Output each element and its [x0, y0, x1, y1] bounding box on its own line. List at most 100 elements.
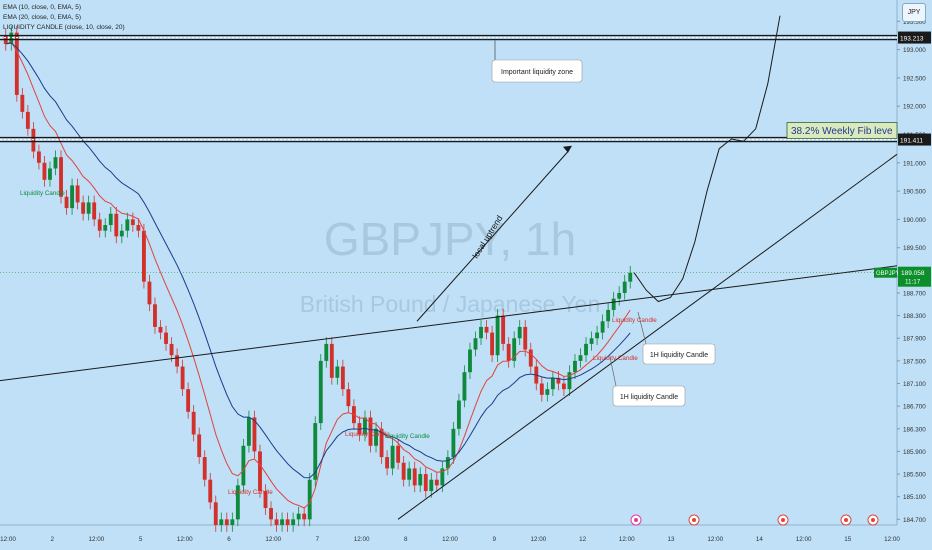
candle-body	[523, 326, 528, 350]
candle-body	[213, 502, 218, 525]
time-tick-label: 5	[139, 536, 143, 543]
time-tick-label: 12	[579, 536, 587, 543]
candle-body	[158, 326, 163, 333]
candle-body	[423, 474, 428, 492]
price-tick-label: 192.500	[903, 75, 926, 82]
time-tick-label: 12:00	[707, 536, 723, 543]
candle-body	[595, 332, 600, 339]
candle-body	[169, 343, 174, 356]
callout-box[interactable]	[612, 385, 686, 407]
candle-body	[280, 519, 285, 525]
current-price-label: 189.058	[901, 270, 925, 277]
price-tick-label: 193.000	[903, 47, 926, 54]
time-tick-label: 9	[492, 536, 496, 543]
trendline-support[interactable]	[397, 153, 898, 520]
candle-body	[379, 428, 384, 458]
time-tick-label: 12:00	[354, 536, 370, 543]
candle-body	[600, 321, 605, 333]
candle-body	[147, 281, 152, 305]
projection-path[interactable]	[633, 15, 781, 303]
symbol-tag-label: GBPJPY	[876, 271, 900, 277]
time-tick-label: 12:00	[884, 536, 900, 543]
watermark-symbol: GBPJPY, 1h	[324, 213, 576, 265]
candle-body	[418, 474, 423, 486]
current-price-tag[interactable]	[898, 266, 931, 287]
candle-body	[48, 168, 52, 180]
watermark-name: British Pound / Japanese Yen	[300, 291, 601, 317]
candle-body	[64, 196, 69, 209]
candle-body	[357, 423, 362, 435]
candle-body	[340, 366, 345, 390]
candle-body	[136, 225, 141, 231]
level-price-tag[interactable]	[898, 31, 931, 44]
legend-liquidity-candle[interactable]: LIQUIDITY CANDLE (close, 10, close, 20)	[3, 24, 125, 31]
candle-body	[202, 457, 207, 480]
price-tick-label: 188.300	[903, 313, 926, 320]
legend-ema-fast[interactable]: EMA (10, close, 0, EMA, 5)	[3, 4, 82, 11]
candle-body	[302, 513, 307, 520]
candle-body	[545, 389, 550, 395]
candle-body	[252, 417, 257, 452]
candle-body	[584, 343, 588, 356]
callout-box[interactable]	[491, 59, 583, 83]
fib-label-box[interactable]	[786, 122, 898, 139]
legend-ema-slow[interactable]: EMA (20, close, 0, EMA, 5)	[3, 14, 82, 21]
flag-event-icon-dot	[692, 518, 696, 522]
level-price-tag[interactable]	[898, 133, 931, 146]
candle-body	[180, 366, 185, 390]
candle-body	[561, 383, 566, 390]
price-tick-label: 185.500	[903, 472, 926, 479]
candle-body	[235, 485, 240, 520]
candle-body	[296, 513, 301, 520]
candle-body	[473, 338, 478, 350]
callout-text: 1H liquidity Candle	[650, 352, 708, 359]
candle-body	[36, 151, 41, 163]
candle-body	[539, 383, 544, 395]
candle-body	[412, 468, 417, 486]
candle-body	[611, 298, 616, 310]
callout-box[interactable]	[642, 343, 716, 365]
candle-body	[622, 281, 627, 293]
price-tick-label: 190.000	[903, 217, 926, 224]
symbol-tag[interactable]	[874, 267, 897, 278]
price-tick-label: 189.500	[903, 245, 926, 252]
plot-area[interactable]	[3, 25, 633, 532]
time-tick-label: 12:00	[442, 536, 458, 543]
price-tick-label: 188.700	[903, 290, 926, 297]
candle-body	[550, 377, 555, 390]
candle-body	[241, 445, 246, 486]
price-tick-label: 185.100	[903, 494, 926, 501]
candle-body	[97, 219, 102, 231]
candle-body	[186, 389, 191, 412]
currency-button[interactable]: JPY	[902, 3, 926, 22]
price-tick-label: 187.100	[903, 381, 926, 388]
uptrend-arrow[interactable]	[416, 151, 569, 322]
candle-body	[324, 343, 329, 361]
time-tick-label: 7	[316, 536, 320, 543]
candle-body	[407, 468, 412, 480]
trendline-resistance[interactable]	[0, 265, 898, 382]
candle-body	[20, 94, 25, 112]
candle-body	[495, 315, 500, 356]
candle-body	[313, 423, 318, 480]
candle-body	[368, 417, 373, 446]
candle-body	[490, 332, 495, 356]
liquidity-candle-marker: Liquidity Candle	[345, 431, 390, 438]
price-tick-label: 192.000	[903, 104, 926, 111]
candle-body	[468, 349, 472, 373]
time-tick-label: 15	[844, 536, 852, 543]
time-tick-label: 8	[404, 536, 408, 543]
candle-body	[14, 32, 19, 95]
candle-body	[153, 304, 157, 327]
liquidity-candle-marker: Liquidity Candle	[20, 190, 65, 197]
candle-body	[191, 411, 196, 435]
price-tick-label: 193.500	[903, 19, 926, 26]
price-axis[interactable]: 193.500193.000192.500192.000191.500191.0…	[896, 0, 926, 525]
candle-body	[335, 366, 340, 378]
price-tick-label: 187.500	[903, 358, 926, 365]
candle-body	[390, 445, 395, 469]
price-tick-label: 186.700	[903, 404, 926, 411]
time-axis[interactable]: 12:00 2 12:00 5 12:00 6 12:00 7 12:00 8 12:00 9 12:0…	[0, 524, 900, 543]
